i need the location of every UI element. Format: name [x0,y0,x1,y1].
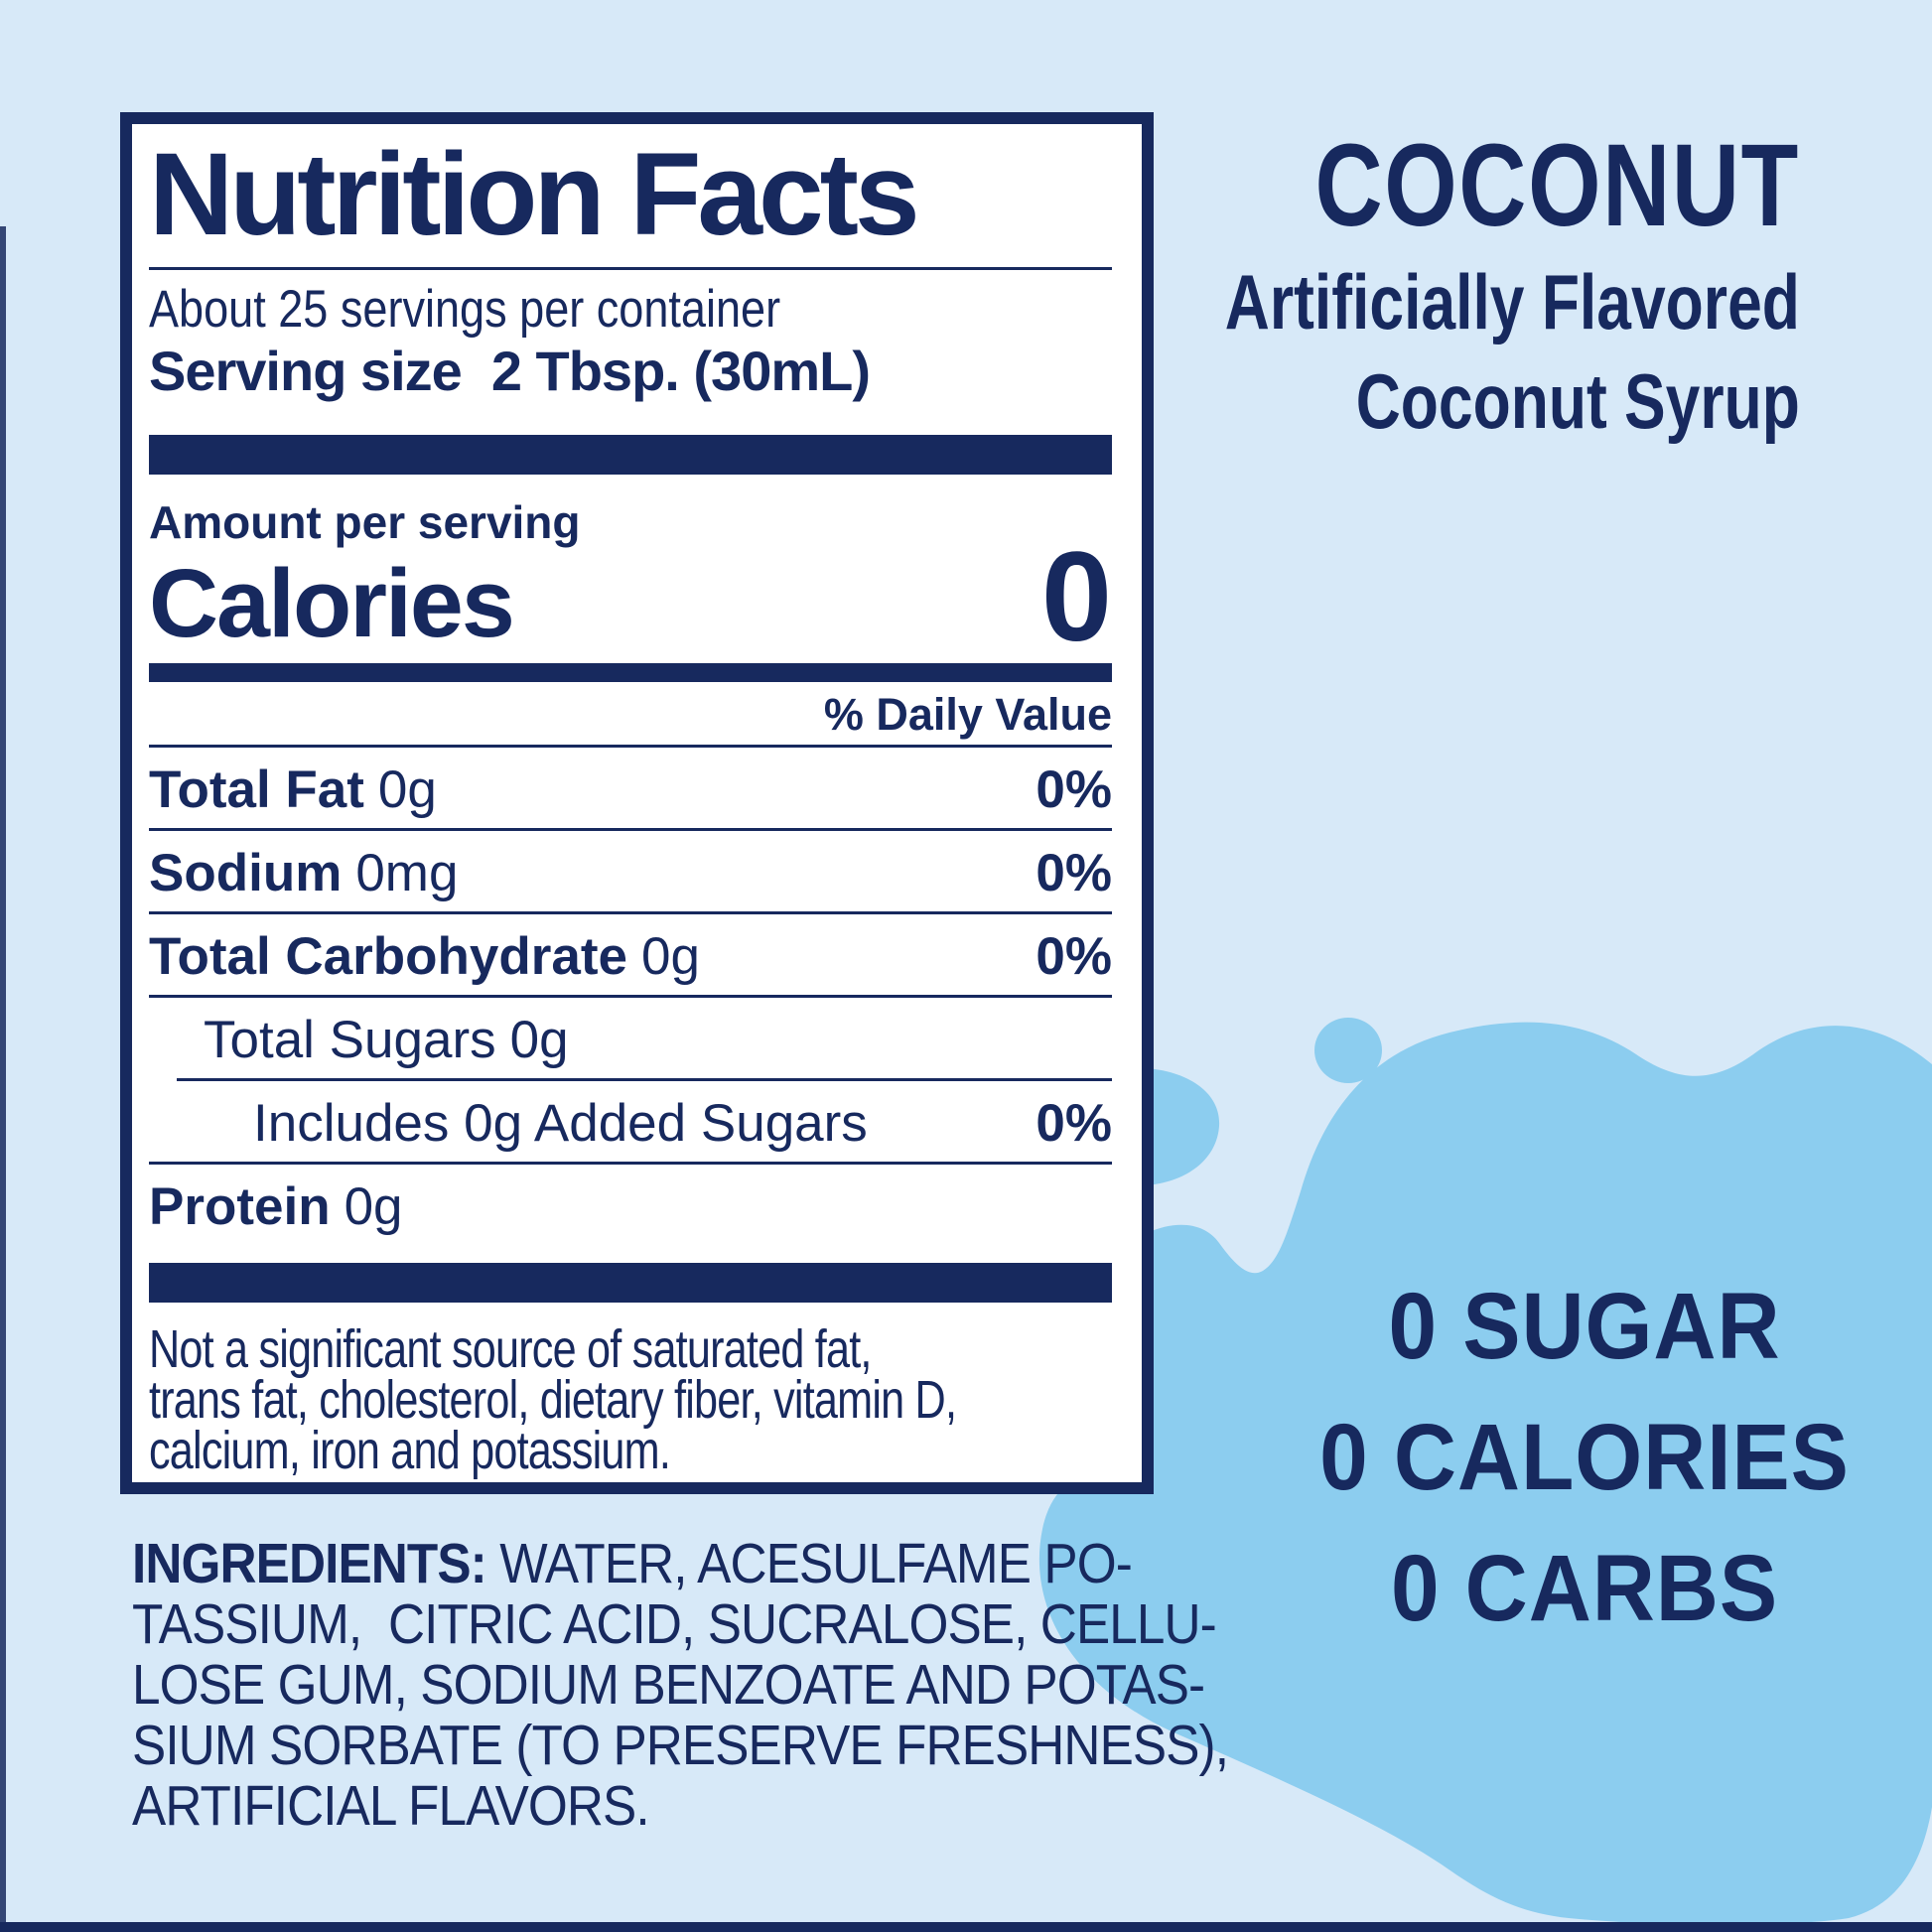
nutrient-row-added-sugars: Includes 0g Added Sugars 0% [149,1081,1112,1165]
title-divider [149,267,1112,270]
nutrient-row-sodium: Sodium 0mg 0% [149,831,1112,914]
splash-shape [1038,1022,1932,1925]
nutrient-value: 0mg [355,844,459,902]
nutrient-value: 0g [344,1177,403,1236]
nutrition-facts-panel: Nutrition Facts About 25 servings per co… [120,112,1154,1494]
amount-per-serving-label: Amount per serving [149,496,581,548]
nutrient-label: Protein [149,1177,331,1236]
footnote-line: trans fat, cholesterol, dietary fiber, v… [149,1370,957,1430]
ingredients-block: INGREDIENTS: WATER, ACESULFAME PO- TASSI… [132,1534,1423,1837]
flavor-subtitle: Artificially Flavored Coconut Syrup [1225,252,1800,451]
nutrient-row-total-carbohydrate: Total Carbohydrate 0g 0% [149,914,1112,998]
serving-size-label: Serving size [149,340,463,402]
flavor-subtitle-line: Artificially Flavored [1224,258,1800,345]
medium-divider-bar [149,663,1112,682]
serving-size-value: 2 Tbsp. (30mL) [490,340,871,402]
claims-block: 0 SUGAR 0 CALORIES 0 CARBS [1297,1261,1872,1654]
left-edge-line [0,226,6,1932]
splash-side-blob [1147,1068,1220,1185]
flavor-name: COCONUT [1314,120,1800,251]
calories-label: Calories [149,548,515,657]
serving-size-row: Serving size 2 Tbsp. (30mL) [149,340,1112,403]
bottom-edge-line [0,1922,1932,1932]
nutrient-label: Includes 0g Added Sugars [253,1094,868,1153]
nutrient-label: Sodium [149,844,343,902]
footnote-line: calcium, iron and potassium. [149,1421,671,1480]
claim-carbs: 0 CARBS [1390,1536,1779,1641]
calories-value: 0 [1040,526,1112,669]
nutrient-row-total-fat: Total Fat 0g 0% [149,748,1112,831]
ingredients-line: LOSE GUM, SODIUM BENZOATE AND POTAS- [132,1653,1205,1717]
brand-block: COCONUT Artificially Flavored Coconut Sy… [1081,127,1800,451]
nutrient-label: Total Carbohydrate [149,927,627,986]
nutrient-dv: 0% [1035,760,1112,819]
nutrient-dv: 0% [1035,844,1112,902]
nutrient-value: 0g [377,760,437,819]
nutrient-value: 0g [509,1011,569,1069]
footnote-line: Not a significant source of saturated fa… [149,1319,872,1379]
calories-row: Calories 0 [149,526,1112,669]
nutrient-label: Total Sugars [204,1011,496,1069]
claim-sugar: 0 SUGAR [1388,1274,1781,1379]
ingredients-text: WATER, ACESULFAME PO- [485,1532,1133,1595]
nutrient-row-protein: Protein 0g [149,1165,1112,1251]
ingredients-line: INGREDIENTS: WATER, ACESULFAME PO- [132,1534,1294,1594]
daily-value-header: % Daily Value [149,692,1112,748]
flavor-subtitle-line: Coconut Syrup [1355,357,1800,445]
nutrient-value: 0g [640,927,700,986]
ingredients-line: SIUM SORBATE (TO PRESERVE FRESHNESS), [132,1714,1229,1777]
ingredients-line: TASSIUM, CITRIC ACID, SUCRALOSE, CELLU- [132,1592,1217,1656]
thick-divider-bar-bottom [149,1263,1112,1303]
splash-droplet [1314,1018,1382,1083]
nutrient-row-total-sugars: Total Sugars 0g [177,998,1112,1081]
footnote: Not a significant source of saturated fa… [149,1319,957,1480]
ingredients-line: ARTIFICIAL FLAVORS. [132,1774,650,1838]
nutrient-dv: 0% [1035,1094,1112,1153]
thick-divider-bar [149,435,1112,475]
nutrient-label: Total Fat [149,760,364,819]
nutrition-facts-title: Nutrition Facts [149,129,920,260]
ingredients-label: INGREDIENTS: [132,1532,487,1595]
claim-calories: 0 CALORIES [1319,1405,1850,1510]
nutrient-dv: 0% [1035,927,1112,986]
servings-per-container: About 25 servings per container [149,280,781,339]
